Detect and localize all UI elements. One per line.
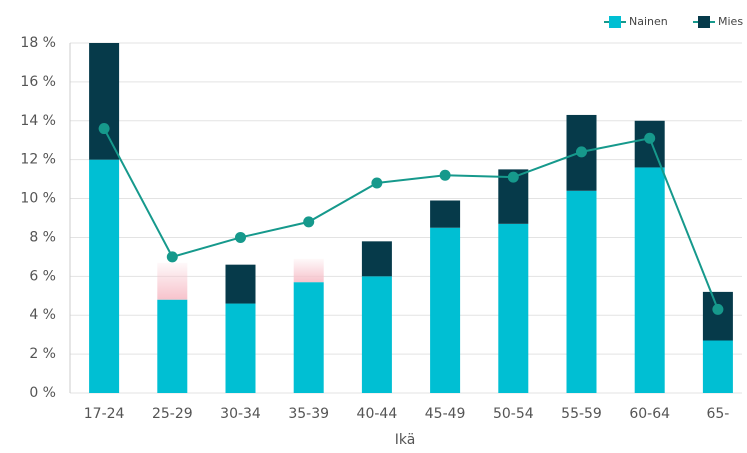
line-marker	[644, 132, 656, 144]
line-marker	[98, 123, 110, 135]
x-tick-label: 50-54	[493, 406, 534, 422]
y-tick-label: 12 %	[20, 152, 56, 168]
y-tick-label: 0 %	[29, 385, 56, 401]
bar-segment	[634, 167, 665, 393]
bar-segment	[634, 120, 665, 168]
x-tick-label: 65-	[706, 406, 729, 422]
y-tick-label: 2 %	[29, 346, 56, 362]
bar-segment	[157, 262, 188, 300]
line	[103, 128, 719, 310]
y-tick-label: 10 %	[20, 191, 56, 207]
line-marker	[439, 169, 451, 181]
x-tick-label: 17-24	[84, 406, 125, 422]
legend-swatch	[609, 16, 621, 28]
line-marker	[235, 231, 246, 243]
bar-segment	[498, 223, 529, 393]
x-tick-label: 55-59	[561, 406, 602, 422]
y-tick-label: 14 %	[20, 113, 56, 129]
bar-segment	[702, 291, 733, 341]
line-marker	[303, 216, 315, 228]
y-tick-label: 18 %	[20, 35, 56, 51]
bar-segment	[430, 227, 461, 393]
bar-segment	[89, 159, 120, 393]
bar-segment	[89, 43, 120, 160]
x-tick-label: 60-64	[629, 406, 670, 422]
line-marker	[371, 177, 383, 189]
legend-label: Nainen	[629, 15, 668, 28]
x-tick-label: 35-39	[288, 406, 329, 422]
bar-segment	[293, 282, 324, 393]
bar-segment	[157, 299, 188, 393]
x-tick-label: 45-49	[425, 406, 466, 422]
bar-segment	[566, 190, 597, 393]
y-tick-label: 8 %	[29, 229, 56, 245]
bar-segment	[225, 264, 256, 304]
bar-segment	[430, 200, 461, 228]
bar-segment	[293, 258, 324, 283]
legend-swatch	[698, 16, 710, 28]
legend-label: Mies	[718, 15, 743, 28]
bar-segment	[361, 276, 392, 393]
y-tick-label: 6 %	[29, 268, 56, 284]
bar-segment	[702, 340, 733, 393]
y-tick-label: 4 %	[29, 307, 56, 323]
x-tick-label: 25-29	[152, 406, 193, 422]
x-axis-title: Ikä	[395, 432, 416, 448]
bar-segment	[361, 241, 392, 277]
x-tick-label: 30-34	[220, 406, 261, 422]
line-marker	[712, 303, 724, 315]
bar-segment	[225, 303, 256, 393]
line-marker	[507, 171, 519, 183]
line-marker	[166, 251, 178, 263]
y-tick-label: 16 %	[20, 74, 56, 90]
x-tick-label: 40-44	[357, 406, 398, 422]
line-marker	[576, 146, 587, 158]
